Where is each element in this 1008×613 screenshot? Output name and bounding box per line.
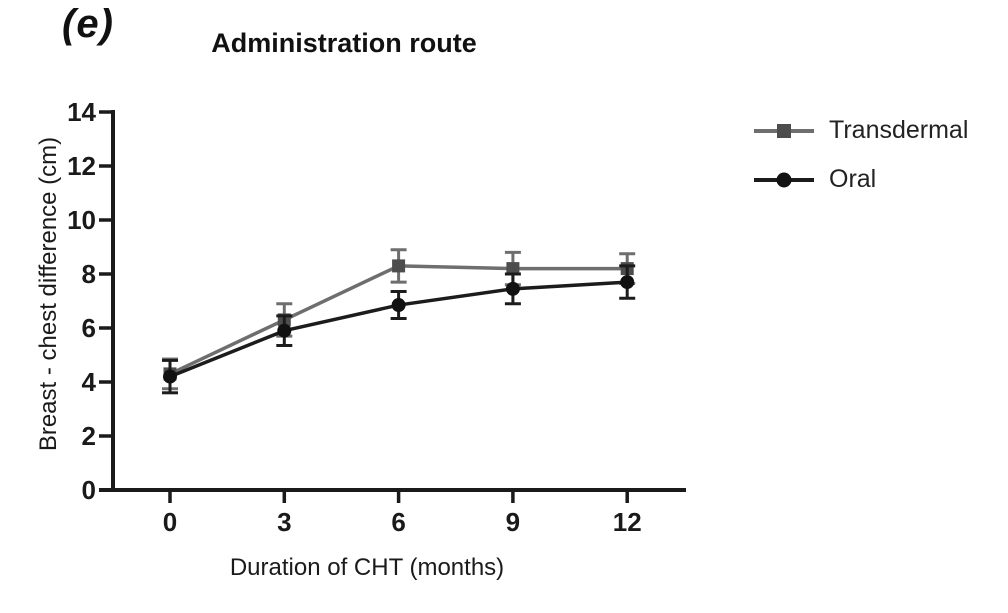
y-tick-label: 0 xyxy=(82,475,96,505)
x-axis-title: Duration of CHT (months) xyxy=(230,554,504,581)
legend: Transdermal Oral xyxy=(752,116,968,194)
x-tick-label: 0 xyxy=(163,507,177,537)
data-point-marker xyxy=(505,281,520,296)
data-point-marker xyxy=(163,369,177,384)
legend-item-transdermal: Transdermal xyxy=(752,116,968,145)
y-axis-title: Breast - chest difference (cm) xyxy=(35,137,62,451)
x-tick-label: 6 xyxy=(391,507,405,537)
y-tick-label: 4 xyxy=(82,367,97,397)
y-tick-label: 14 xyxy=(67,97,96,127)
panel-label: (e) xyxy=(62,2,114,46)
oral-series-icon xyxy=(754,172,814,187)
y-tick-label: 2 xyxy=(82,421,96,451)
y-tick-label: 12 xyxy=(67,151,96,181)
data-point-marker xyxy=(620,275,635,290)
data-point-marker xyxy=(506,262,520,276)
data-point-marker xyxy=(392,259,406,273)
legend-label-oral: Oral xyxy=(829,165,877,193)
series-oral xyxy=(162,264,636,395)
legend-label-transdermal: Transdermal xyxy=(829,116,969,144)
data-point-marker xyxy=(277,323,292,338)
y-tick-label: 6 xyxy=(82,313,96,343)
x-tick-label: 3 xyxy=(277,507,291,537)
data-point-marker xyxy=(391,298,406,313)
chart-title: Administration route xyxy=(211,28,477,58)
y-tick-label: 10 xyxy=(67,205,96,235)
x-tick-label: 12 xyxy=(613,507,642,537)
y-tick-label: 8 xyxy=(82,259,96,289)
legend-item-oral: Oral xyxy=(752,165,968,194)
transdermal-series-icon xyxy=(754,123,814,138)
x-tick-label: 9 xyxy=(506,507,520,537)
